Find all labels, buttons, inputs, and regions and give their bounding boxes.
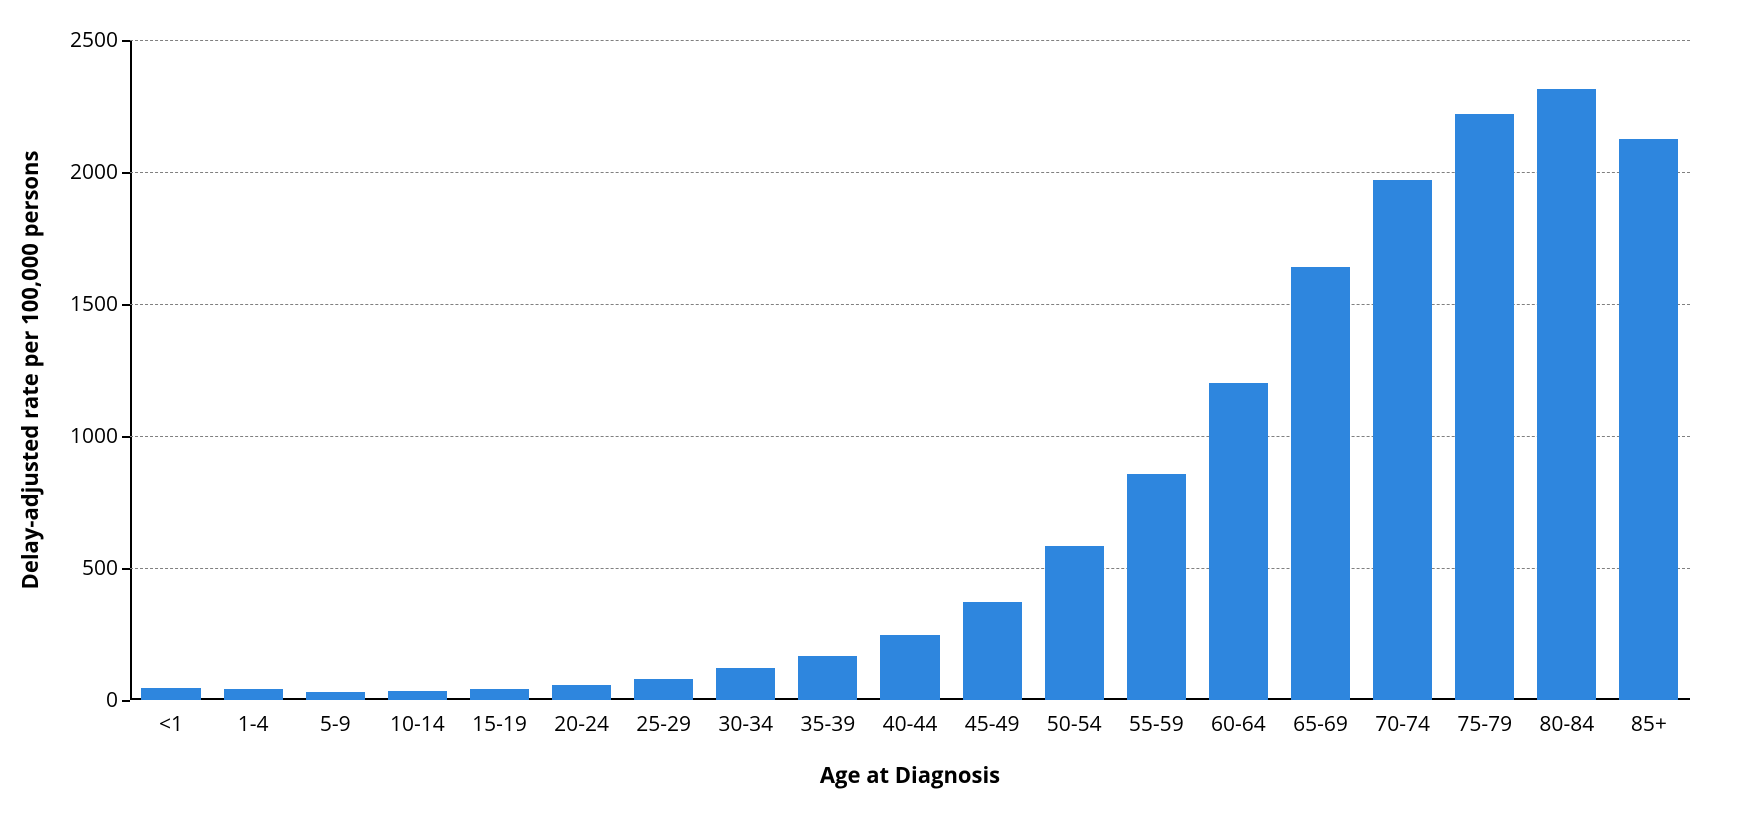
- x-tick-label: 20-24: [554, 700, 609, 738]
- y-tick-label: 1500: [70, 290, 130, 318]
- y-tick-label: 0: [106, 686, 130, 714]
- y-axis-title: Delay-adjusted rate per 100,000 persons: [15, 151, 45, 590]
- y-tick-label: 2000: [70, 158, 130, 186]
- bar: [1127, 474, 1186, 700]
- x-tick-label: 40-44: [883, 700, 938, 738]
- x-tick-label: 80-84: [1539, 700, 1594, 738]
- x-tick-label: 10-14: [390, 700, 445, 738]
- bar: [552, 685, 611, 700]
- y-tick-label: 1000: [70, 422, 130, 450]
- x-tick-label: 75-79: [1457, 700, 1512, 738]
- bar: [306, 692, 365, 700]
- x-tick-label: 60-64: [1211, 700, 1266, 738]
- x-tick-label: 70-74: [1375, 700, 1430, 738]
- x-tick-label: 85+: [1631, 700, 1667, 738]
- bar: [141, 688, 200, 700]
- bar: [1209, 383, 1268, 700]
- bar: [798, 656, 857, 700]
- y-axis-line: [130, 40, 132, 700]
- bar: [470, 689, 529, 700]
- x-tick-label: 50-54: [1047, 700, 1102, 738]
- bar: [1291, 267, 1350, 700]
- x-tick-label: 45-49: [965, 700, 1020, 738]
- x-tick-label: <1: [159, 700, 183, 738]
- bar: [880, 635, 939, 700]
- x-tick-label: 55-59: [1129, 700, 1184, 738]
- bar: [963, 602, 1022, 700]
- bar: [1373, 180, 1432, 700]
- x-tick-label: 5-9: [320, 700, 351, 738]
- bar: [1045, 546, 1104, 700]
- plot-area: 05001000150020002500<11-45-910-1415-1920…: [130, 40, 1690, 700]
- bar: [1619, 139, 1678, 700]
- bar: [224, 689, 283, 700]
- rate-by-age-bar-chart: Delay-adjusted rate per 100,000 persons …: [0, 0, 1739, 834]
- x-tick-label: 15-19: [472, 700, 527, 738]
- x-tick-label: 25-29: [636, 700, 691, 738]
- x-tick-label: 1-4: [238, 700, 269, 738]
- y-tick-label: 500: [82, 554, 130, 582]
- bar: [716, 668, 775, 700]
- bar: [634, 679, 693, 700]
- grid-line: [130, 40, 1690, 41]
- x-tick-label: 30-34: [718, 700, 773, 738]
- x-tick-label: 65-69: [1293, 700, 1348, 738]
- bar: [388, 691, 447, 700]
- x-tick-label: 35-39: [800, 700, 855, 738]
- x-axis-title: Age at Diagnosis: [820, 760, 1000, 790]
- bar: [1537, 89, 1596, 700]
- bar: [1455, 114, 1514, 700]
- y-tick-label: 2500: [70, 26, 130, 54]
